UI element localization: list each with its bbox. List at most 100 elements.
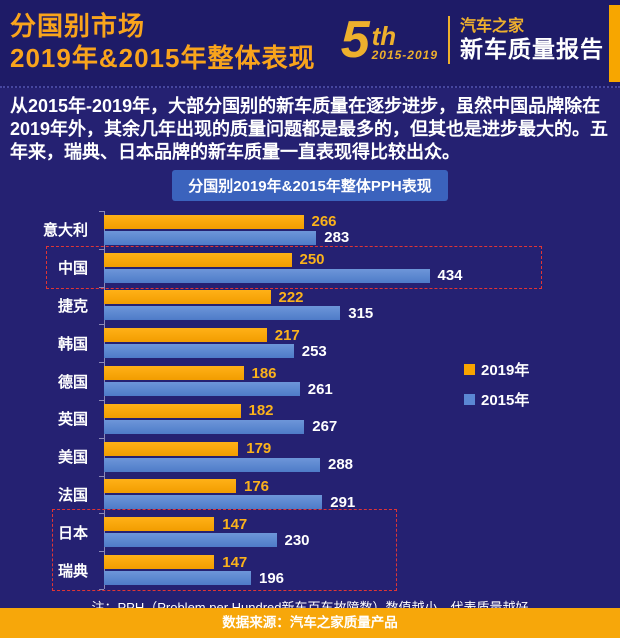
bar-line-2019: 147 bbox=[104, 553, 554, 571]
country-label: 日本 bbox=[57, 524, 88, 542]
chart-row: 韩国 217 253 bbox=[0, 324, 620, 362]
logo-suffix-block: th 2015-2019 bbox=[371, 21, 438, 62]
bar-2019 bbox=[104, 252, 292, 267]
value-2015: 230 bbox=[284, 531, 310, 549]
bar-2015 bbox=[104, 230, 317, 245]
chart-row: 中国 250 434 bbox=[0, 249, 620, 287]
bar-line-2019: 266 bbox=[104, 213, 554, 231]
legend-label-2019: 2019年 bbox=[481, 362, 530, 379]
bar-line-2019: 176 bbox=[104, 477, 554, 495]
logo-number: 5 bbox=[340, 11, 370, 69]
bar-2015 bbox=[104, 533, 277, 548]
country-label: 法国 bbox=[57, 486, 88, 504]
bar-group: 182 267 bbox=[104, 402, 554, 436]
bar-line-2019: 186 bbox=[104, 364, 554, 382]
value-2019: 147 bbox=[222, 553, 248, 571]
chart-row: 美国 179 288 bbox=[0, 438, 620, 476]
legend-item-2015: 2015年 bbox=[464, 389, 529, 410]
bar-line-2019: 179 bbox=[104, 440, 554, 458]
country-label: 瑞典 bbox=[57, 562, 88, 580]
bar-line-2019: 217 bbox=[104, 326, 554, 344]
country-label: 中国 bbox=[57, 260, 88, 278]
brand-logo: 5 th 2015-2019 汽车之家 新车质量报告 bbox=[340, 11, 604, 69]
value-2019: 179 bbox=[246, 440, 272, 458]
bar-2019 bbox=[104, 479, 236, 494]
chart-title-wrap: 分国别2019年&2015年整体PPH表现 bbox=[0, 170, 620, 201]
page-title-line2: 2019年&2015年整体表现 bbox=[10, 43, 316, 73]
bar-group: 266 283 bbox=[104, 213, 554, 247]
bar-group: 176 291 bbox=[104, 477, 554, 511]
value-2015: 291 bbox=[330, 493, 356, 511]
value-2015: 261 bbox=[307, 380, 333, 398]
bar-group: 222 315 bbox=[104, 288, 554, 322]
country-label: 韩国 bbox=[57, 335, 88, 353]
logo-brand-name: 汽车之家 bbox=[460, 18, 525, 35]
value-2019: 266 bbox=[311, 213, 337, 231]
bar-2015 bbox=[104, 571, 251, 586]
page-title-line1: 分国别市场 bbox=[10, 11, 146, 41]
bar-2015 bbox=[104, 457, 320, 472]
value-2015: 315 bbox=[348, 304, 374, 322]
bar-group: 147 196 bbox=[104, 553, 554, 587]
bar-2015 bbox=[104, 382, 300, 397]
logo-suffix: th bbox=[371, 21, 397, 51]
bar-2015 bbox=[104, 306, 341, 321]
value-2015: 288 bbox=[328, 456, 354, 474]
bar-line-2015: 261 bbox=[104, 380, 554, 398]
bar-line-2015: 267 bbox=[104, 418, 554, 436]
chart-legend: 2019年 2015年 bbox=[464, 359, 529, 410]
logo-report-name: 新车质量报告 bbox=[460, 36, 604, 62]
bar-chart: 意大利 266 283 中国 250 434 捷克 bbox=[0, 211, 620, 591]
bar-2019 bbox=[104, 366, 244, 381]
bar-group: 250 434 bbox=[104, 251, 554, 285]
bar-line-2019: 147 bbox=[104, 515, 554, 533]
legend-swatch-2019 bbox=[464, 364, 475, 375]
value-2015: 253 bbox=[301, 342, 327, 360]
bar-2019 bbox=[104, 214, 304, 229]
country-label: 意大利 bbox=[42, 222, 88, 240]
bar-line-2015: 230 bbox=[104, 531, 554, 549]
value-2019: 250 bbox=[299, 251, 325, 269]
bar-group: 147 230 bbox=[104, 515, 554, 549]
bar-2015 bbox=[104, 495, 323, 510]
value-2019: 147 bbox=[222, 515, 248, 533]
value-2015: 283 bbox=[324, 229, 350, 247]
value-2019: 186 bbox=[251, 364, 277, 382]
chart-title-badge: 分国别2019年&2015年整体PPH表现 bbox=[172, 170, 448, 201]
bar-2015 bbox=[104, 268, 430, 283]
country-label: 捷克 bbox=[57, 297, 88, 315]
bar-2015 bbox=[104, 344, 294, 359]
bar-2019 bbox=[104, 441, 239, 456]
chart-row: 意大利 266 283 bbox=[0, 211, 620, 249]
bar-2019 bbox=[104, 328, 267, 343]
value-2019: 222 bbox=[278, 288, 304, 306]
bar-line-2015: 434 bbox=[104, 267, 554, 285]
logo-text-block: 汽车之家 新车质量报告 bbox=[460, 18, 604, 62]
bar-2019 bbox=[104, 403, 241, 418]
plot-rows: 意大利 266 283 中国 250 434 捷克 bbox=[0, 211, 620, 589]
anniversary-5th-logo: 5 th 2015-2019 bbox=[340, 11, 438, 69]
right-edge-accent-bar bbox=[609, 5, 620, 82]
chart-row: 英国 182 267 bbox=[0, 400, 620, 438]
bar-group: 217 253 bbox=[104, 326, 554, 360]
logo-divider bbox=[448, 16, 450, 64]
value-2015: 267 bbox=[312, 418, 338, 436]
legend-swatch-2015 bbox=[464, 394, 475, 405]
value-2015: 434 bbox=[437, 267, 463, 285]
bar-group: 186 261 bbox=[104, 364, 554, 398]
page-title: 分国别市场 2019年&2015年整体表现 bbox=[10, 10, 315, 74]
country-label: 美国 bbox=[57, 449, 88, 467]
bar-line-2015: 283 bbox=[104, 229, 554, 247]
bar-group: 179 288 bbox=[104, 440, 554, 474]
bar-2019 bbox=[104, 555, 215, 570]
bar-line-2019: 250 bbox=[104, 251, 554, 269]
value-2019: 217 bbox=[274, 326, 300, 344]
legend-item-2019: 2019年 bbox=[464, 359, 529, 380]
value-2015: 196 bbox=[259, 569, 285, 587]
value-2019: 182 bbox=[248, 402, 274, 420]
intro-paragraph: 从2015年-2019年，大部分国别的新车质量在逐步进步，虽然中国品牌除在201… bbox=[10, 96, 609, 162]
value-2019: 176 bbox=[244, 477, 270, 495]
logo-years: 2015-2019 bbox=[371, 48, 438, 62]
bar-line-2015: 315 bbox=[104, 304, 554, 322]
